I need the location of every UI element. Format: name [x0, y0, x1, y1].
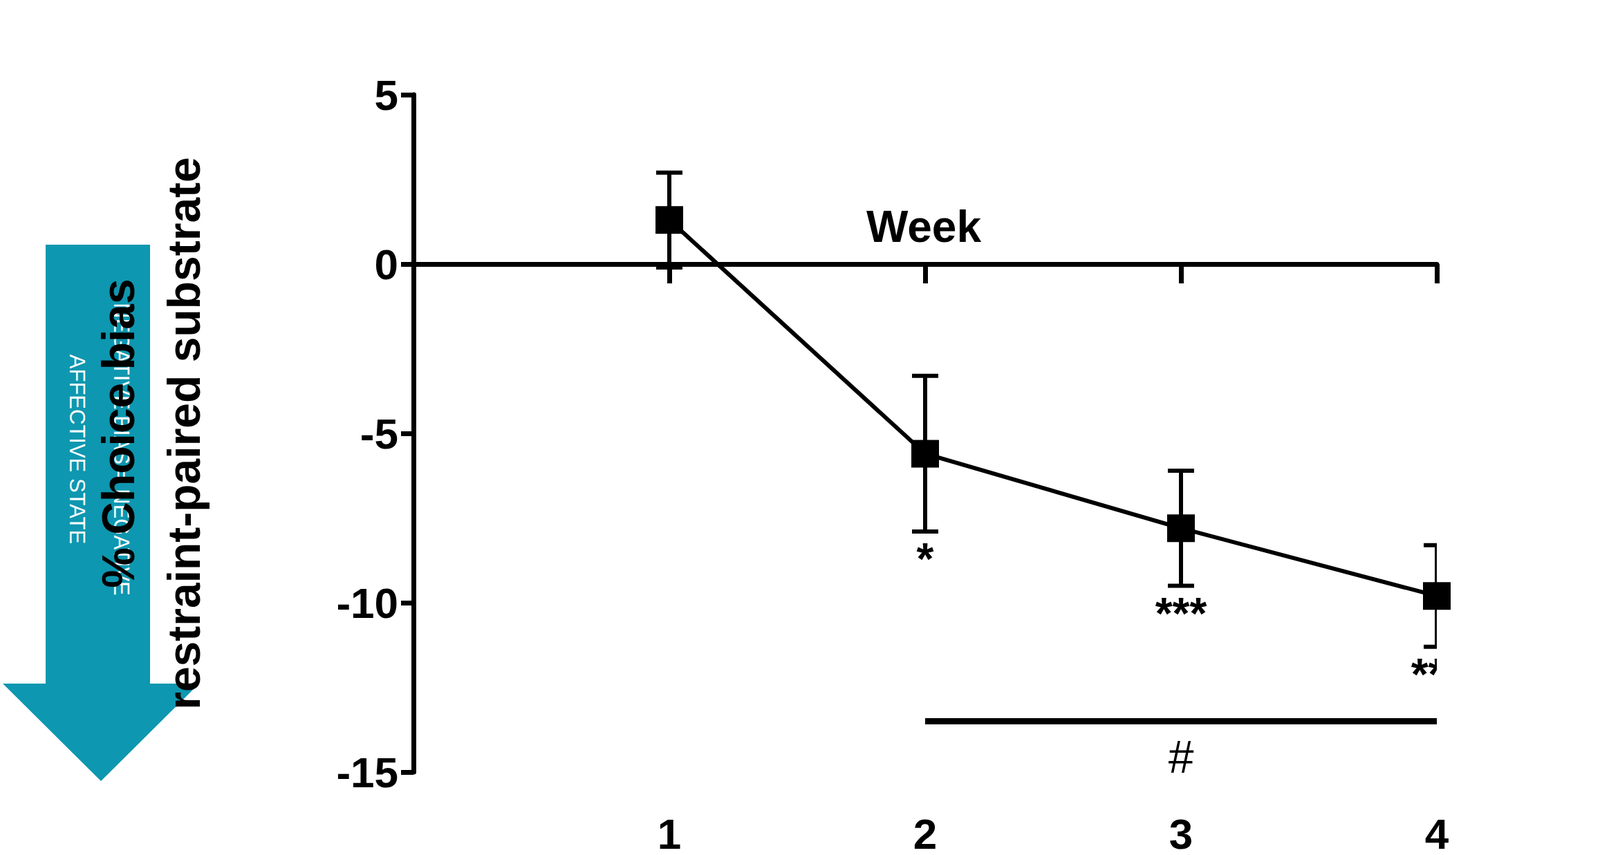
svg-text:AFFECTIVE STATE: AFFECTIVE STATE — [64, 354, 90, 545]
svg-text:***: *** — [1155, 589, 1208, 639]
svg-text:restraint-paired substrate: restraint-paired substrate — [158, 156, 210, 711]
svg-text:-15: -15 — [336, 748, 399, 797]
svg-text:4: 4 — [1425, 810, 1450, 855]
svg-text:Week: Week — [866, 201, 982, 252]
svg-text:-10: -10 — [336, 579, 399, 628]
svg-text:0: 0 — [374, 240, 399, 289]
svg-text:***: *** — [1411, 649, 1464, 700]
svg-text:1: 1 — [657, 810, 682, 855]
svg-text:-5: -5 — [360, 410, 399, 458]
svg-text:3: 3 — [1169, 810, 1193, 855]
svg-text:5: 5 — [374, 71, 399, 119]
svg-text:#: # — [1168, 731, 1195, 783]
svg-text:*: * — [916, 534, 935, 585]
svg-text:2: 2 — [913, 810, 937, 855]
svg-text:% Choice bias: % Choice bias — [92, 278, 144, 588]
